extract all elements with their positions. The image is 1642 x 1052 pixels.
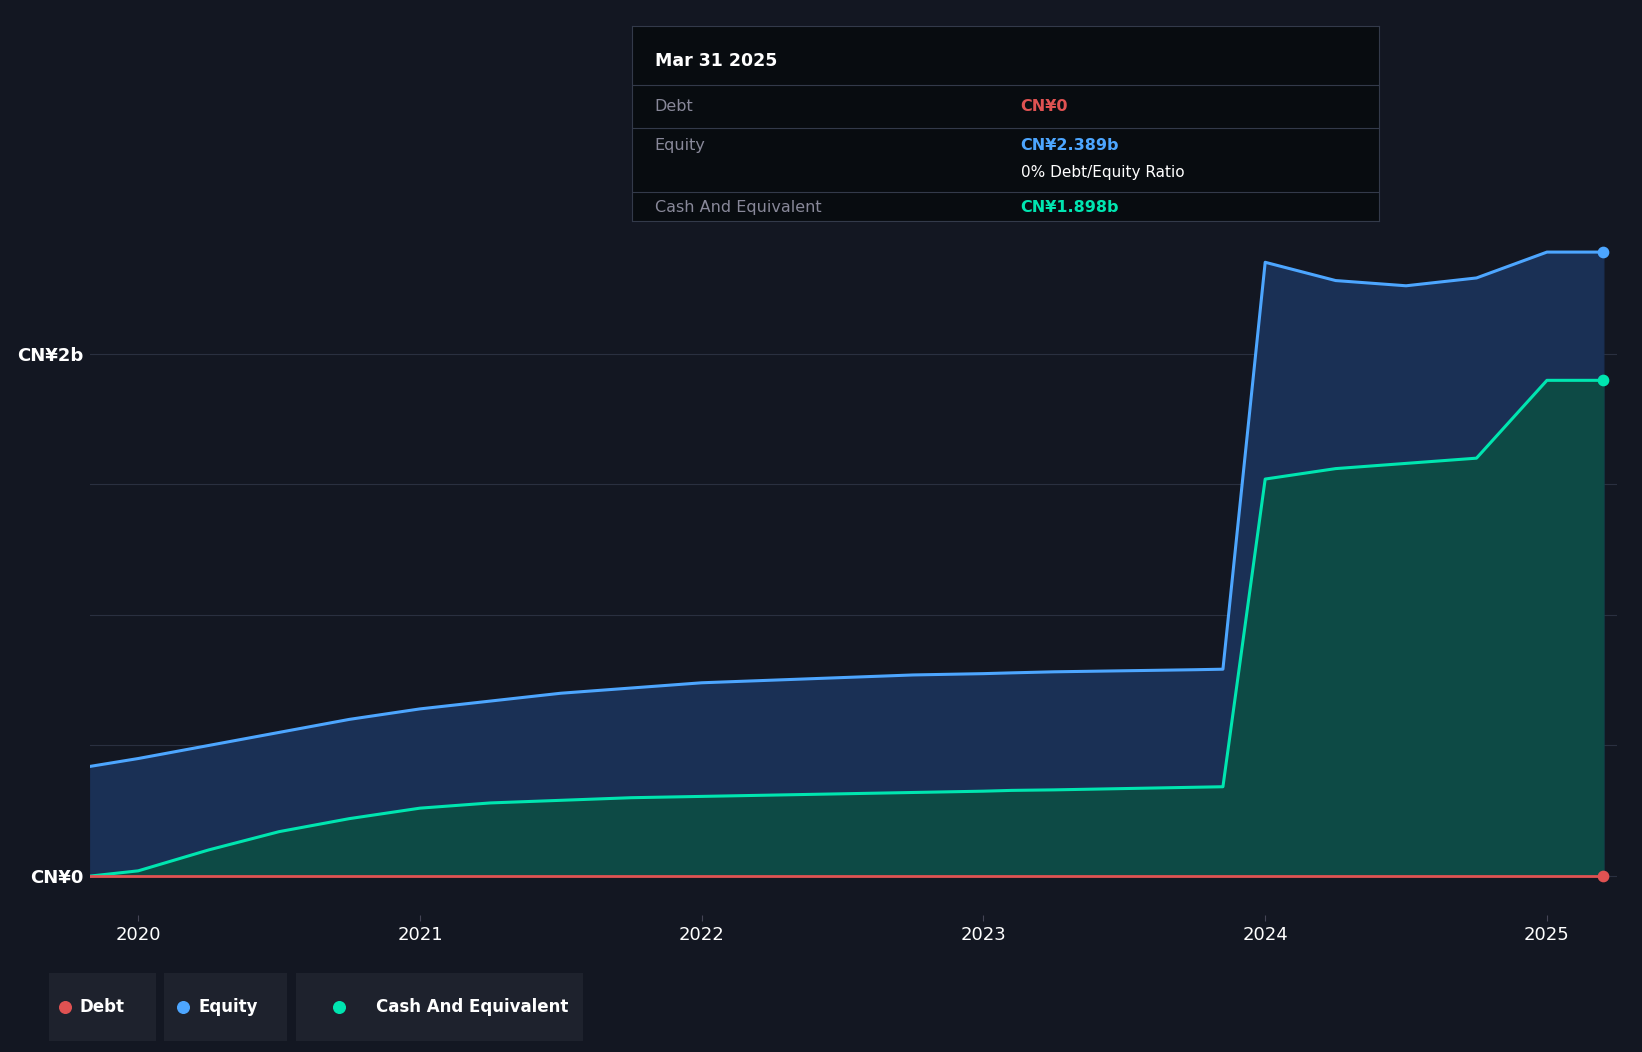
Text: 0% Debt/Equity Ratio: 0% Debt/Equity Ratio — [1021, 165, 1184, 180]
Text: Equity: Equity — [655, 138, 706, 153]
Text: Debt: Debt — [79, 998, 125, 1016]
Text: Equity: Equity — [199, 998, 258, 1016]
Text: Cash And Equivalent: Cash And Equivalent — [376, 998, 568, 1016]
Text: CN¥0: CN¥0 — [1021, 99, 1069, 114]
Point — [1589, 244, 1616, 261]
Point — [1589, 868, 1616, 885]
Text: CN¥1.898b: CN¥1.898b — [1021, 200, 1120, 215]
Text: Mar 31 2025: Mar 31 2025 — [655, 53, 777, 70]
Text: CN¥2.389b: CN¥2.389b — [1021, 138, 1120, 153]
Point — [53, 999, 79, 1016]
Point — [169, 999, 195, 1016]
Text: Cash And Equivalent: Cash And Equivalent — [655, 200, 821, 215]
Point — [325, 999, 351, 1016]
Point — [1589, 372, 1616, 389]
Text: Debt: Debt — [655, 99, 693, 114]
